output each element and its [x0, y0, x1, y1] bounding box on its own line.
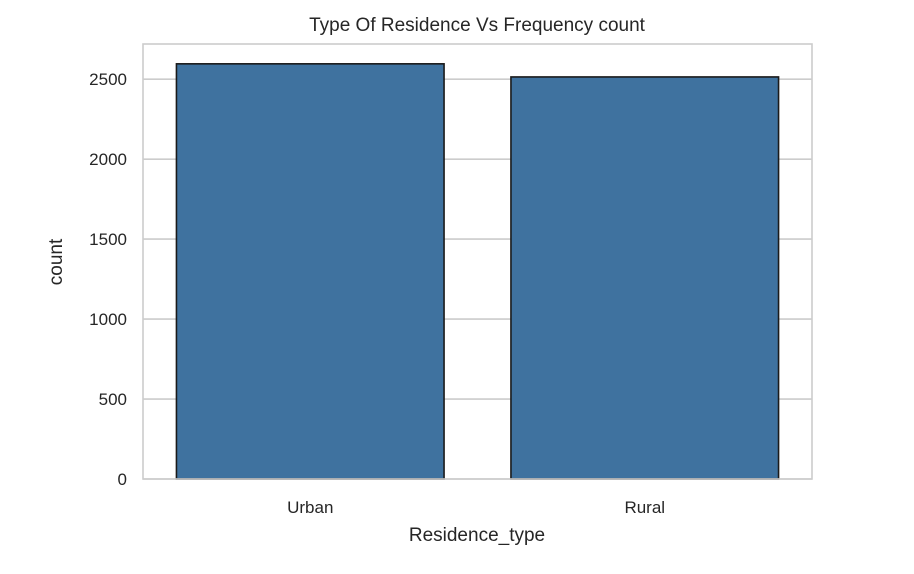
y-tick-label-1000: 1000	[89, 310, 127, 329]
y-tick-label-1500: 1500	[89, 230, 127, 249]
y-axis-ticks: 0 500 1000 1500 2000 2500	[89, 70, 127, 489]
bar-urban	[175, 63, 445, 480]
x-axis-ticks: Urban Rural	[287, 498, 665, 517]
x-tick-label-urban: Urban	[287, 498, 333, 517]
plot-frame	[142, 43, 813, 480]
y-tick-label-2500: 2500	[89, 70, 127, 89]
chart-title: Type Of Residence Vs Frequency count	[309, 15, 646, 36]
y-tick-label-500: 500	[99, 390, 127, 409]
bar-rural	[510, 76, 780, 480]
x-axis-label: Residence_type	[409, 525, 545, 546]
y-axis-label: count	[46, 238, 67, 285]
bars	[175, 63, 780, 480]
y-tick-label-0: 0	[118, 470, 127, 489]
x-tick-label-rural: Rural	[624, 498, 665, 517]
y-tick-label-2000: 2000	[89, 150, 127, 169]
